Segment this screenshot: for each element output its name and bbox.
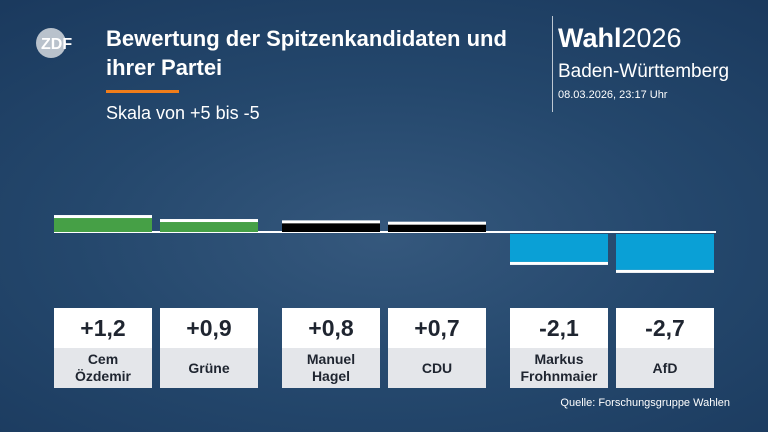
category-label: Hagel (312, 368, 350, 384)
category-label: AfD (653, 360, 678, 376)
value-label: +1,2 (80, 315, 125, 341)
chart-subtitle: Skala von +5 bis -5 (106, 103, 260, 123)
bar (510, 234, 608, 262)
category-label: CDU (422, 360, 452, 376)
brand-year: 2026 (621, 23, 682, 53)
value-box (616, 308, 714, 348)
bar-edge (54, 215, 152, 219)
category-label: Frohnmaier (520, 368, 598, 384)
value-box (282, 308, 380, 348)
brand-wahl: Wahl (558, 23, 622, 53)
value-label: -2,1 (539, 315, 579, 341)
bar (616, 234, 714, 270)
value-box (54, 308, 152, 348)
bar (54, 216, 152, 232)
zdf-logo-text: ZDF (41, 36, 72, 53)
value-box (160, 308, 258, 348)
title-accent-bar (106, 90, 179, 93)
bar-edge (388, 221, 486, 225)
bar (160, 220, 258, 232)
category-box (160, 348, 258, 388)
category-label: Grüne (188, 360, 229, 376)
value-box (388, 308, 486, 348)
region-label: Baden-Württemberg (558, 61, 730, 82)
bar-edge (510, 261, 608, 265)
bar (388, 222, 486, 232)
zdf-logo: ZDF (36, 28, 72, 58)
category-box (388, 348, 486, 388)
category-label: Manuel (307, 351, 355, 367)
value-label: +0,7 (414, 315, 459, 341)
header-divider (552, 16, 553, 112)
category-label: Cem (88, 351, 118, 367)
category-box (54, 348, 152, 388)
bar-edge (160, 219, 258, 223)
bar-edge (616, 269, 714, 273)
election-brand: Wahl2026 (558, 22, 682, 54)
category-box (510, 348, 608, 388)
category-label: Özdemir (75, 368, 132, 384)
bar-edge (282, 220, 380, 224)
source-note: Quelle: Forschungsgruppe Wahlen (560, 397, 730, 409)
value-label: -2,7 (645, 315, 685, 341)
value-label: +0,8 (308, 315, 354, 341)
value-box (510, 308, 608, 348)
chart-title: Bewertung der Spitzenkandidaten und ihre… (106, 26, 507, 80)
value-label: +0,9 (186, 315, 231, 341)
category-box (616, 348, 714, 388)
category-label: Markus (534, 351, 583, 367)
bar (282, 221, 380, 232)
timestamp: 08.03.2026, 23:17 Uhr (558, 89, 668, 101)
category-box (282, 348, 380, 388)
